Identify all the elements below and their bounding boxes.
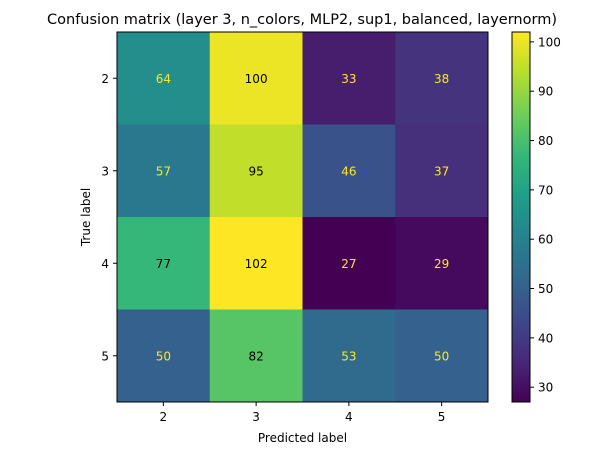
plot-frame [116,31,489,403]
x-axis-label: Predicted label [258,431,347,445]
cell-value-label: 33 [341,72,356,86]
cell-value-label: 50 [434,349,449,363]
cell-value-label: 53 [341,349,356,363]
cell-value-label: 38 [434,72,449,86]
y-axis-label: True label [79,188,93,247]
heatmap-cell [395,217,489,310]
cell-value-label: 77 [156,257,171,271]
y-axis-ticks: 2 3 4 5 [101,72,117,363]
heatmap-cell [117,309,211,403]
heatmap-cell [302,217,396,310]
cell-value-label: 37 [434,164,449,178]
x-tick-label: 4 [345,410,353,424]
colorbar [511,31,531,403]
heatmap-cell [117,217,211,310]
colorbar-tick-label: 90 [538,85,553,99]
cell-value-label: 102 [245,257,268,271]
heatmap-cell [395,32,489,125]
colorbar-tick-label: 40 [538,331,553,345]
heatmap-cell-labels: 64 100 33 38 57 95 46 37 77 102 27 29 50 82 53 50 [156,72,450,364]
colorbar-tick-label: 80 [538,134,553,148]
heatmap-cell [117,32,211,125]
colorbar-tick-label: 100 [538,35,561,49]
cell-value-label: 57 [156,164,171,178]
cell-value-label: 29 [434,257,449,271]
x-tick-label: 3 [252,410,260,424]
heatmap-cell [302,124,396,218]
heatmap-cells [117,32,489,403]
cell-value-label: 64 [156,72,171,86]
colorbar-tick-label: 30 [538,381,553,395]
colorbar-tick-label: 60 [538,233,553,247]
heatmap-cell [302,32,396,125]
cell-value-label: 50 [156,349,171,363]
colorbar-tick-label: 50 [538,282,553,296]
colorbar-ticks: 30 40 50 60 70 80 90 100 [530,35,561,395]
x-tick-label: 2 [160,410,168,424]
chart-title: Confusion matrix (layer 3, n_colors, MLP… [47,12,557,28]
heatmap-cell [395,124,489,218]
x-axis-ticks: 2 3 4 5 [160,402,446,424]
heatmap-cell [395,309,489,403]
y-tick-label: 5 [101,349,109,363]
cell-value-label: 46 [341,164,356,178]
heatmap-cell [209,32,303,125]
heatmap-cell [302,309,396,403]
cell-value-label: 82 [248,349,263,363]
colorbar-tick-label: 70 [538,183,553,197]
cell-value-label: 95 [248,164,263,178]
heatmap-cell [209,217,303,310]
heatmap-cell [209,309,303,403]
x-tick-label: 5 [438,410,446,424]
heatmap-cell [117,124,211,218]
cell-value-label: 100 [245,72,268,86]
cell-value-label: 27 [341,257,356,271]
y-tick-label: 3 [101,164,109,178]
y-tick-label: 2 [101,72,109,86]
y-tick-label: 4 [101,257,109,271]
heatmap-cell [209,124,303,218]
